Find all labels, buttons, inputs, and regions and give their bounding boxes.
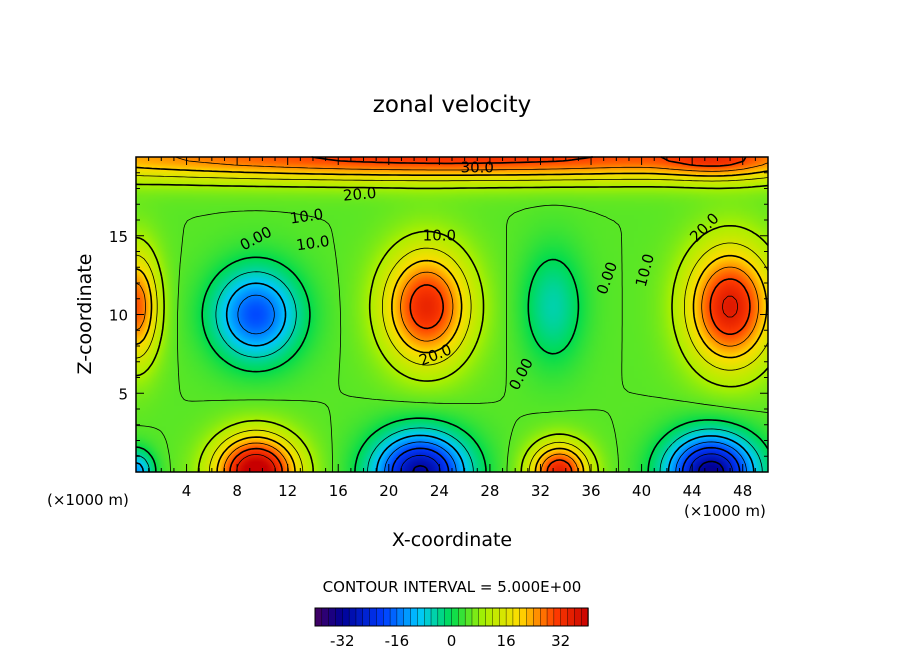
x-tick-label: 4 [182,482,192,500]
x-tick-label: 44 [683,482,702,500]
contour-label: 20.0 [342,184,377,205]
colorbar-cell [383,607,391,627]
colorbar-cell [540,607,548,627]
contour-label: 10.0 [295,232,331,254]
colorbar-cell [580,607,589,627]
colorbar-cell [533,607,541,627]
contour-line [237,294,747,473]
contour-line [135,204,769,473]
colorbar-frame [314,607,589,627]
colorbar-cell [403,607,412,627]
colorbar-cell [362,607,371,627]
colorbar-cell [478,607,487,627]
x-tick-label: 32 [531,482,550,500]
contour-label: 10.0 [289,205,325,227]
colorbar-cell [492,607,500,627]
colorbar-cell [396,607,405,627]
colorbar-cell [355,607,364,627]
colorbar-cell [574,607,582,627]
colorbar-cell [451,607,460,627]
contour-line [391,446,741,473]
colorbar-cell [526,607,535,627]
colorbar-cell [567,607,576,627]
colorbar-cell [389,607,398,627]
colorbar-tick-label: 0 [447,632,457,650]
chart-title: zonal velocity [373,92,531,118]
colorbar-cell [342,607,350,627]
colorbar-cell [376,607,384,627]
x-tick-label: 40 [632,482,651,500]
x-tick-label: 8 [232,482,242,500]
colorbar-tick-label: -32 [330,632,355,650]
colorbar-cell [560,607,569,627]
x-unit-label-right: (×1000 m) [684,502,766,520]
x-tick-label: 20 [379,482,398,500]
y-tick-label: 10 [109,307,128,325]
x-tick-label: 28 [480,482,499,500]
colorbar-cell [444,607,453,627]
colorbar-cell [430,607,439,627]
colorbar-cell [519,607,528,627]
colorbar-cell [499,607,507,627]
colorbar-tick-label: -16 [385,632,410,650]
colorbar-cell [458,607,466,627]
colorbar-cell [369,607,378,627]
colorbar-cell [553,607,562,627]
colorbar-cell [417,607,425,627]
contour-interval-text: CONTOUR INTERVAL = 5.000E+00 [323,578,582,596]
y-axis: 5 10 15 [109,172,768,457]
colorbar-cell [328,607,337,627]
colorbar-cell [410,607,419,627]
contour-line [135,166,769,473]
colorbar-cell [321,607,330,627]
colorbar-cell [512,607,521,627]
colorbar: -32 -16 0 16 32 [314,607,589,650]
x-tick-label: 12 [278,482,297,500]
colorbar-cell [335,607,344,627]
y-tick-label: 5 [118,385,128,403]
colorbar-tick-label: 16 [497,632,516,650]
contour-label: 30.0 [461,159,494,177]
colorbar-cell [546,607,555,627]
contour-line [135,256,769,473]
contour-line [135,183,769,473]
contour-line [236,295,738,473]
contour-line [135,282,755,473]
x-axis: 4 8 12 16 20 24 28 32 36 40 44 48 [148,157,756,500]
colorbar-tick-label: 32 [551,632,570,650]
colorbar-cell [464,607,473,627]
colorbar-cell [314,607,323,627]
colorbar-cell [437,607,446,627]
x-axis-label: X-coordinate [392,529,512,551]
contour-line [135,175,769,473]
contour-line [135,271,763,473]
colorbar-cell [505,607,514,627]
x-tick-label: 36 [581,482,600,500]
x-unit-label-left: (×1000 m) [47,491,129,509]
y-tick-label: 15 [109,228,128,246]
colorbar-cell [485,607,494,627]
contour-lines [135,156,769,473]
y-axis-label: Z-coordinate [74,254,96,375]
plot-area: 30.020.010.00.00 10.0 10.020.00.000.00 10.0… [135,156,769,473]
contour-label: 10.0 [423,226,456,244]
contour-line [400,453,733,473]
x-tick-label: 24 [430,482,449,500]
colorbar-cell [424,607,432,627]
x-tick-label: 16 [329,482,348,500]
colorbar-cell [471,607,480,627]
x-tick-label: 48 [733,482,752,500]
colorbar-cell [348,607,357,627]
